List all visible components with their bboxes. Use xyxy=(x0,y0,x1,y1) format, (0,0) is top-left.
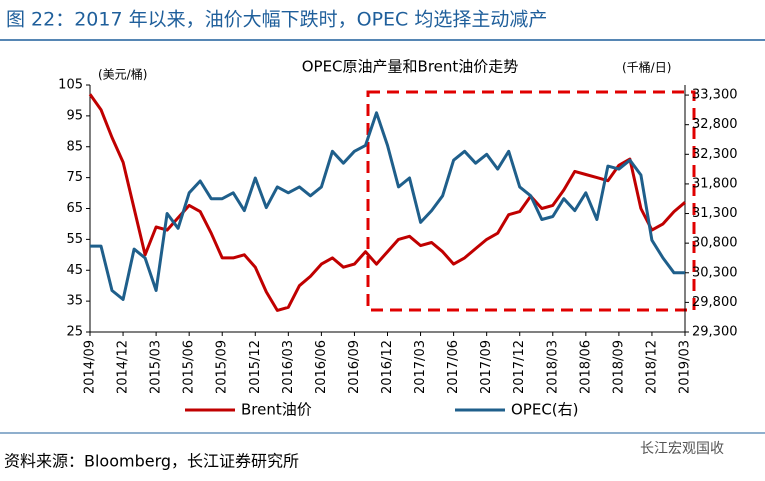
watermark: 长江宏观国收 xyxy=(640,441,724,457)
x-tick-label: 2016/09 xyxy=(347,340,362,394)
x-tick-label: 2018/06 xyxy=(578,340,593,394)
y-tick-label: 35 xyxy=(66,294,83,309)
y2-tick-label: 33,300 xyxy=(692,88,738,103)
x-tick-label: 2015/09 xyxy=(215,340,230,394)
y-tick-label: 25 xyxy=(66,325,83,340)
x-tick-label: 2017/09 xyxy=(479,340,494,394)
y-axis-label: (美元/桶) xyxy=(98,67,147,82)
y2-tick-label: 31,300 xyxy=(692,206,738,221)
y2-tick-label: 32,300 xyxy=(692,147,738,162)
y2-axis-label: (千桶/日) xyxy=(622,60,671,75)
x-tick-label: 2015/03 xyxy=(149,340,164,394)
x-tick-label: 2014/09 xyxy=(83,340,98,394)
y-tick-label: 75 xyxy=(66,170,83,185)
y-tick-label: 65 xyxy=(66,201,83,216)
x-tick-label: 2018/12 xyxy=(644,340,659,394)
legend-label: OPEC(右) xyxy=(511,401,579,419)
highlight-box xyxy=(366,90,696,312)
x-tick-label: 2019/03 xyxy=(678,340,693,394)
x-tick-label: 2017/03 xyxy=(413,340,428,394)
y2-tick-label: 32,800 xyxy=(692,117,738,132)
x-tick-label: 2018/09 xyxy=(611,340,626,394)
series-line xyxy=(90,111,685,301)
chart-title: OPEC原油产量和Brent油价走势 xyxy=(302,58,519,76)
figure-title: 图 22：2017 年以来，油价大幅下跌时，OPEC 均选择主动减产 xyxy=(6,9,547,31)
y2-tick-label: 31,800 xyxy=(692,176,738,191)
y2-tick-label: 30,800 xyxy=(692,236,738,251)
y-tick-label: 85 xyxy=(66,139,83,154)
x-tick-label: 2017/12 xyxy=(512,340,527,394)
legend-label: Brent油价 xyxy=(241,401,312,419)
x-tick-label: 2016/06 xyxy=(314,340,329,394)
series-line xyxy=(88,93,686,312)
y2-tick-label: 29,300 xyxy=(692,325,738,340)
x-tick-label: 2017/06 xyxy=(446,340,461,394)
y-tick-label: 105 xyxy=(58,78,83,93)
y-tick-label: 55 xyxy=(66,232,83,247)
x-tick-label: 2018/03 xyxy=(545,340,560,394)
y2-tick-label: 29,800 xyxy=(692,295,738,310)
y-tick-label: 95 xyxy=(66,108,83,123)
x-tick-label: 2015/06 xyxy=(182,340,197,394)
x-tick-label: 2014/12 xyxy=(116,340,131,394)
x-tick-label: 2016/12 xyxy=(380,340,395,394)
source: 资料来源：Bloomberg，长江证券研究所 xyxy=(4,452,299,471)
x-tick-label: 2015/12 xyxy=(248,340,263,394)
x-tick-label: 2016/03 xyxy=(281,340,296,394)
y2-tick-label: 30,300 xyxy=(692,265,738,280)
y-tick-label: 45 xyxy=(66,263,83,278)
